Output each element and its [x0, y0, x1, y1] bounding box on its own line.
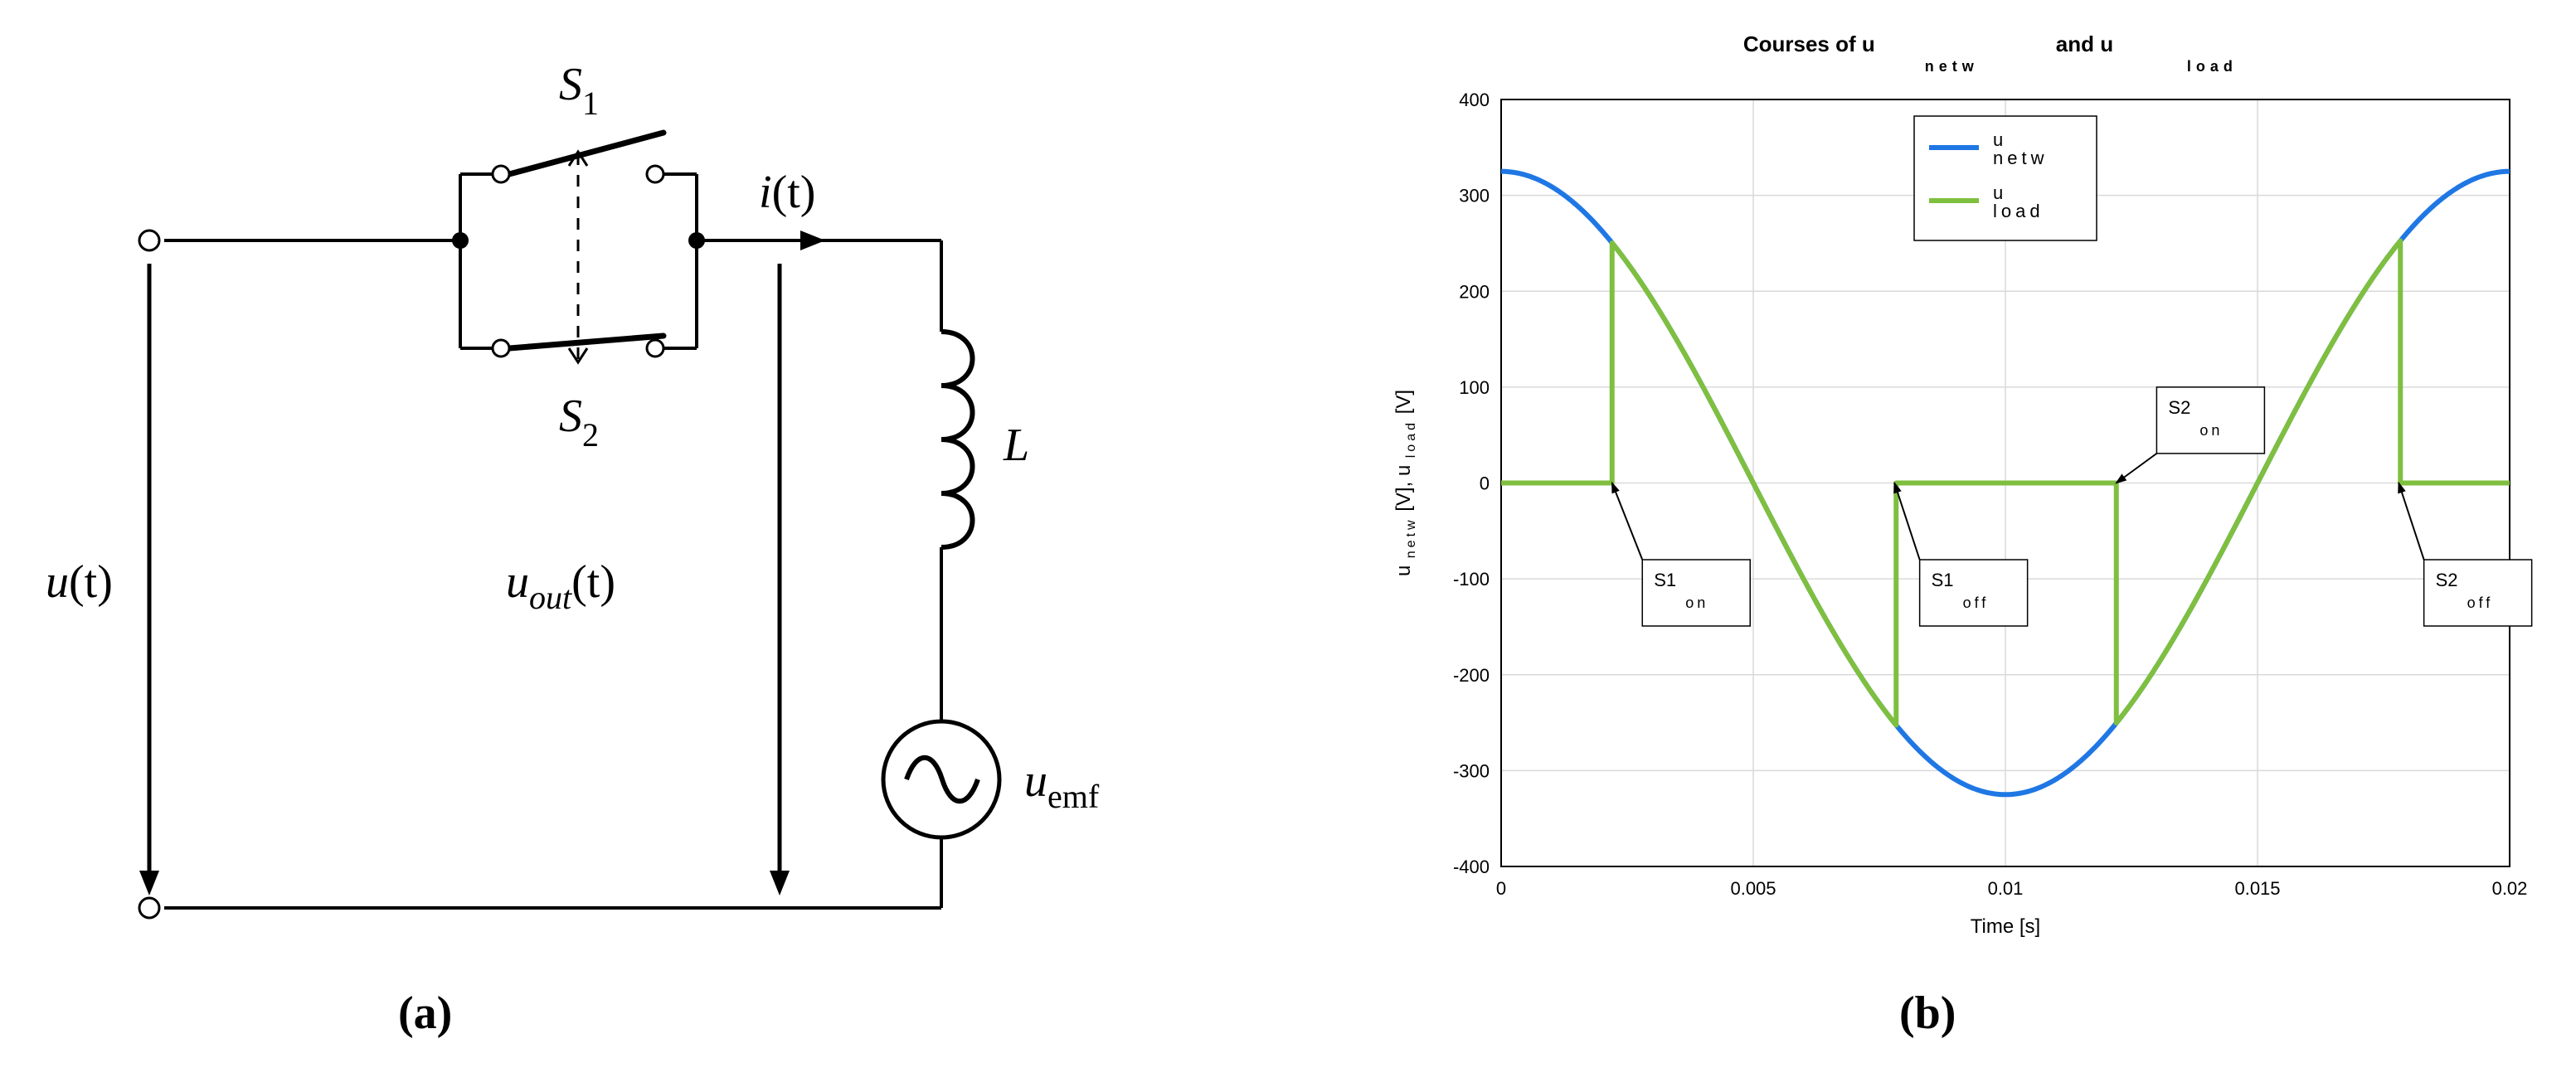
svg-text:load: load — [1993, 201, 2044, 221]
y-tick-label: -200 — [1453, 665, 1490, 686]
svg-text:off: off — [2467, 595, 2494, 611]
svg-text:off: off — [1963, 595, 1990, 611]
y-tick-label: 0 — [1480, 473, 1490, 494]
panel-a-caption: (a) — [398, 987, 452, 1040]
y-tick-label: -400 — [1453, 857, 1490, 877]
y-tick-label: -100 — [1453, 569, 1490, 590]
inductor-icon — [941, 332, 973, 547]
x-tick-label: 0.01 — [1988, 878, 2024, 899]
panel-b-caption: (b) — [1899, 987, 1956, 1040]
svg-text:and u: and u — [2056, 32, 2113, 56]
label-uout: uout(t) — [506, 556, 615, 616]
y-tick-label: 200 — [1459, 281, 1490, 302]
label-L: L — [1003, 420, 1029, 471]
label-uemf: uemf — [1024, 755, 1100, 815]
svg-text:on: on — [1685, 595, 1708, 611]
svg-text:netw: netw — [1993, 148, 2048, 168]
y-tick-label: -300 — [1453, 760, 1490, 781]
panel-a: S1 S2 i(t) L uemf u(t) uout(t) — [0, 0, 1286, 1092]
svg-text:Courses of u: Courses of u — [1743, 32, 1875, 56]
y-tick-label: 300 — [1459, 186, 1490, 206]
x-tick-label: 0.005 — [1730, 878, 1776, 899]
panel-b: 0 0.005 0.01 0.015 0.02 -400 -300 -200 -100 0 100 2… — [1286, 0, 2576, 1092]
svg-text:load: load — [2187, 58, 2238, 75]
x-tick-label: 0.02 — [2492, 878, 2528, 899]
svg-text:on: on — [2199, 422, 2223, 439]
y-tick-label: 400 — [1459, 90, 1490, 110]
label-i-t: i(t) — [759, 167, 815, 218]
label-S1: S1 — [559, 59, 599, 122]
svg-text:S2: S2 — [2168, 397, 2190, 418]
legend: unetwuload — [1914, 116, 2097, 240]
y-axis-label: u netw [V], u load [V] — [1392, 390, 1418, 576]
page-root: S1 S2 i(t) L uemf u(t) uout(t) — [0, 0, 2576, 1092]
label-S2: S2 — [559, 391, 599, 454]
circuit-diagram: S1 S2 i(t) L uemf u(t) uout(t) — [0, 0, 1286, 974]
chart-title: Courses of u netw and u load — [1743, 32, 2238, 75]
svg-text:netw: netw — [1925, 58, 1979, 75]
ac-source-icon — [883, 721, 999, 837]
circuit-svg: S1 S2 i(t) L uemf u(t) uout(t) — [0, 0, 1286, 974]
x-tick-label: 0 — [1496, 878, 1506, 899]
label-u-t: u(t) — [46, 556, 113, 608]
chart-svg: 0 0.005 0.01 0.015 0.02 -400 -300 -200 -100 0 100 2… — [1286, 0, 2576, 974]
voltage-chart: 0 0.005 0.01 0.015 0.02 -400 -300 -200 -100 0 100 2… — [1286, 0, 2576, 974]
x-axis-label: Time [s] — [1971, 915, 2040, 938]
svg-text:S1: S1 — [1654, 570, 1676, 590]
y-tick-label: 100 — [1459, 377, 1490, 398]
x-tick-label: 0.015 — [2234, 878, 2280, 899]
svg-text:S2: S2 — [2436, 570, 2458, 590]
svg-text:S1: S1 — [1932, 570, 1954, 590]
